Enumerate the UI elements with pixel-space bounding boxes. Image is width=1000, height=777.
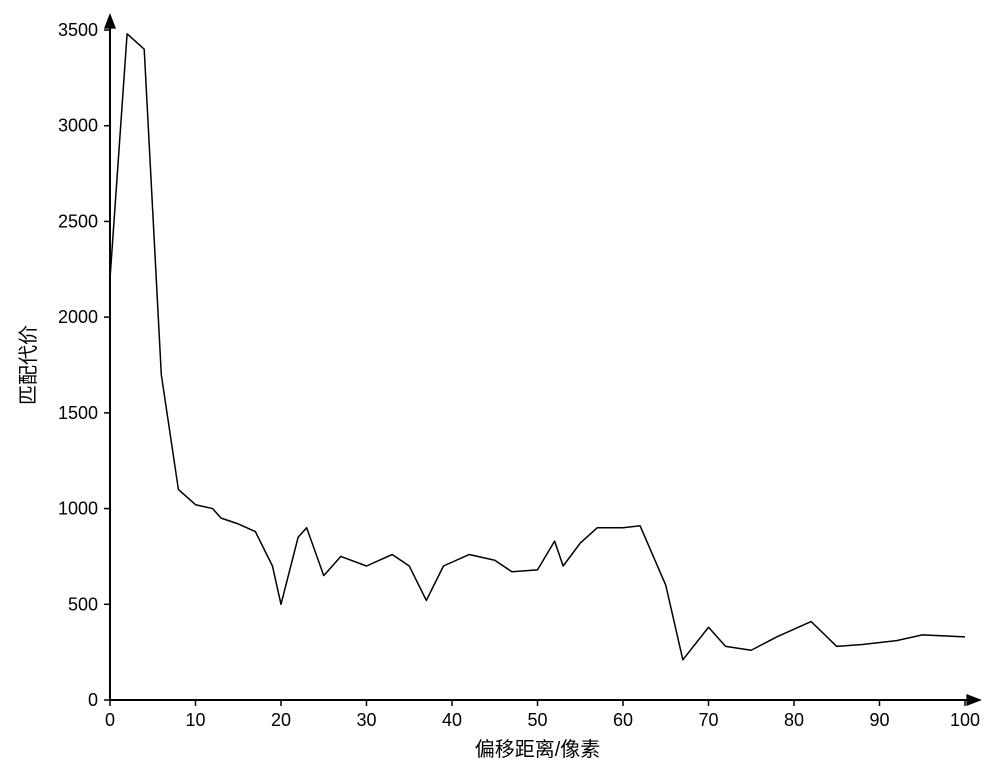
ytick-label: 1500 [58,403,98,423]
xtick-label: 60 [613,710,633,730]
chart-container: 0102030405060708090100050010001500200025… [0,0,1000,777]
xtick-label: 10 [185,710,205,730]
xtick-label: 30 [356,710,376,730]
xtick-label: 70 [698,710,718,730]
xtick-label: 40 [442,710,462,730]
ytick-label: 2500 [58,211,98,231]
xtick-label: 0 [105,710,115,730]
ytick-label: 3500 [58,20,98,40]
xtick-label: 100 [950,710,980,730]
ytick-label: 2000 [58,307,98,327]
xtick-label: 90 [869,710,889,730]
ytick-label: 3000 [58,116,98,136]
line-chart: 0102030405060708090100050010001500200025… [0,0,1000,777]
xtick-label: 80 [784,710,804,730]
xtick-label: 50 [527,710,547,730]
ytick-label: 1000 [58,499,98,519]
xtick-label: 20 [271,710,291,730]
ytick-label: 0 [88,690,98,710]
ytick-label: 500 [68,594,98,614]
x-axis-label: 偏移距离/像素 [475,738,601,761]
y-axis-label: 匹配代价 [17,325,40,405]
